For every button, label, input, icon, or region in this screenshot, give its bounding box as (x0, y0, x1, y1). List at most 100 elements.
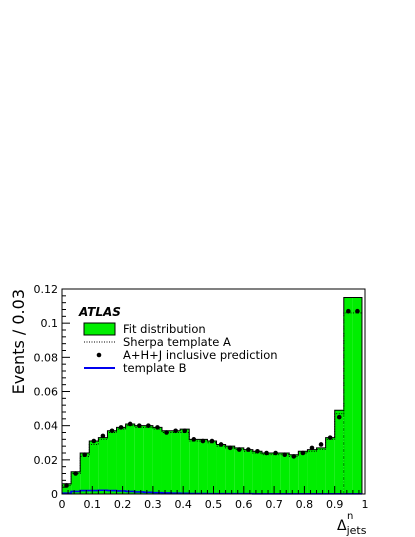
fit-bar (89, 441, 99, 494)
fit-bar (225, 446, 235, 494)
fit-bar (325, 437, 335, 494)
prediction-point (118, 425, 124, 430)
x-axis: 0 0.1 0.2 0.3 0.4 0.5 0.6 0.7 0.8 0.9 1 (59, 486, 369, 511)
prediction-point (309, 445, 315, 451)
prediction-point (273, 450, 278, 456)
prediction-point (173, 428, 178, 434)
prediction-point (336, 414, 342, 420)
fit-bar (71, 471, 81, 494)
prediction-point (264, 450, 269, 456)
prediction-point (300, 450, 306, 456)
prediction-point (291, 454, 297, 459)
x-tick-label: 0.5 (205, 498, 223, 511)
legend-label-template-b: template B (123, 361, 187, 375)
prediction-point (255, 448, 260, 454)
fit-bar (171, 430, 181, 494)
fit-bar (125, 423, 135, 494)
prediction-point (218, 442, 224, 447)
y-tick-label: 0 (51, 488, 58, 501)
fit-bar (207, 441, 217, 494)
fit-bar (252, 451, 262, 494)
fit-bar (107, 430, 117, 494)
prediction-point (355, 308, 360, 314)
fit-bar (280, 453, 290, 494)
x-axis-label: Δjets (337, 518, 367, 537)
x-axis-label-main: Δ (337, 518, 347, 534)
prediction-point (282, 452, 288, 458)
x-tick-label: 0.3 (144, 498, 162, 511)
fit-bar (298, 451, 308, 494)
x-tick-label: 0.9 (326, 498, 344, 511)
prediction-point (127, 421, 133, 427)
prediction-point (327, 435, 333, 440)
y-tick-label: 0.04 (34, 420, 59, 433)
prediction-point (109, 428, 115, 434)
x-tick-label: 0.7 (265, 498, 283, 511)
prediction-point (136, 423, 142, 428)
fit-bar (152, 427, 162, 494)
fit-bar (189, 439, 199, 494)
prediction-point (146, 423, 151, 428)
prediction-point (346, 308, 351, 314)
prediction-point (91, 438, 97, 444)
prediction-point (318, 442, 324, 447)
prediction-point (200, 438, 206, 444)
y-tick-label: 0.1 (41, 317, 59, 330)
fit-bar (334, 410, 344, 494)
x-tick-label: 0.8 (296, 498, 314, 511)
prediction-point (164, 430, 169, 435)
legend-swatch-fit (83, 322, 116, 336)
x-axis-label-sup: n (347, 511, 353, 522)
x-tick-label: 0 (59, 498, 66, 511)
fit-bar (62, 483, 72, 494)
fit-bar (289, 454, 299, 494)
prediction-point (64, 483, 69, 488)
y-axis: 0 0.02 0.04 0.06 0.08 0.1 0.12 (34, 283, 70, 501)
legend-label-fit: Fit distribution (123, 322, 206, 336)
fit-bar (343, 297, 353, 494)
fit-bar (216, 444, 226, 494)
legend: Fit distribution Sherpa template A A+H+J… (83, 322, 278, 375)
y-tick-label: 0.12 (34, 283, 59, 296)
fit-bar (316, 447, 326, 494)
x-tick-label: 0.2 (114, 498, 132, 511)
x-axis-label-sub: jets (346, 524, 367, 537)
fit-bar (352, 297, 362, 494)
prediction-point (236, 447, 242, 452)
prediction-point (227, 445, 233, 451)
fit-distribution-bars (61, 297, 363, 494)
fit-bar (243, 449, 253, 494)
y-tick-label: 0.02 (34, 454, 59, 467)
fit-bar (161, 430, 172, 494)
fit-bar (80, 453, 90, 494)
x-tick-label: 0.6 (235, 498, 253, 511)
prediction-point (155, 425, 160, 430)
fit-bar (134, 425, 144, 494)
fit-bar (198, 439, 208, 494)
prediction-point (100, 433, 106, 439)
legend-label-sherpa: Sherpa template A (123, 335, 231, 349)
x-tick-label: 0.1 (84, 498, 102, 511)
atlas-label: ATLAS (78, 305, 121, 319)
prediction-point (191, 437, 197, 442)
prediction-point (182, 428, 188, 434)
y-axis-label: Events / 0.03 (9, 289, 28, 394)
fit-bar (143, 425, 153, 494)
y-tick-label: 0.08 (34, 351, 59, 364)
x-tick-label: 0.4 (174, 498, 192, 511)
prediction-point (209, 438, 215, 444)
legend-label-prediction: A+H+J inclusive prediction (123, 348, 278, 362)
legend-swatch-prediction (96, 352, 102, 358)
fit-bar (234, 447, 244, 494)
prediction-point (82, 452, 88, 458)
fit-bar (307, 449, 317, 494)
x-tick-label: 1 (362, 498, 369, 511)
fit-bar (116, 427, 126, 494)
fit-bar (180, 429, 190, 494)
prediction-point (73, 471, 78, 476)
inclusive-prediction-points (64, 308, 360, 488)
y-tick-label: 0.06 (34, 386, 59, 399)
fit-bar (261, 453, 272, 494)
fit-bar (98, 437, 108, 494)
